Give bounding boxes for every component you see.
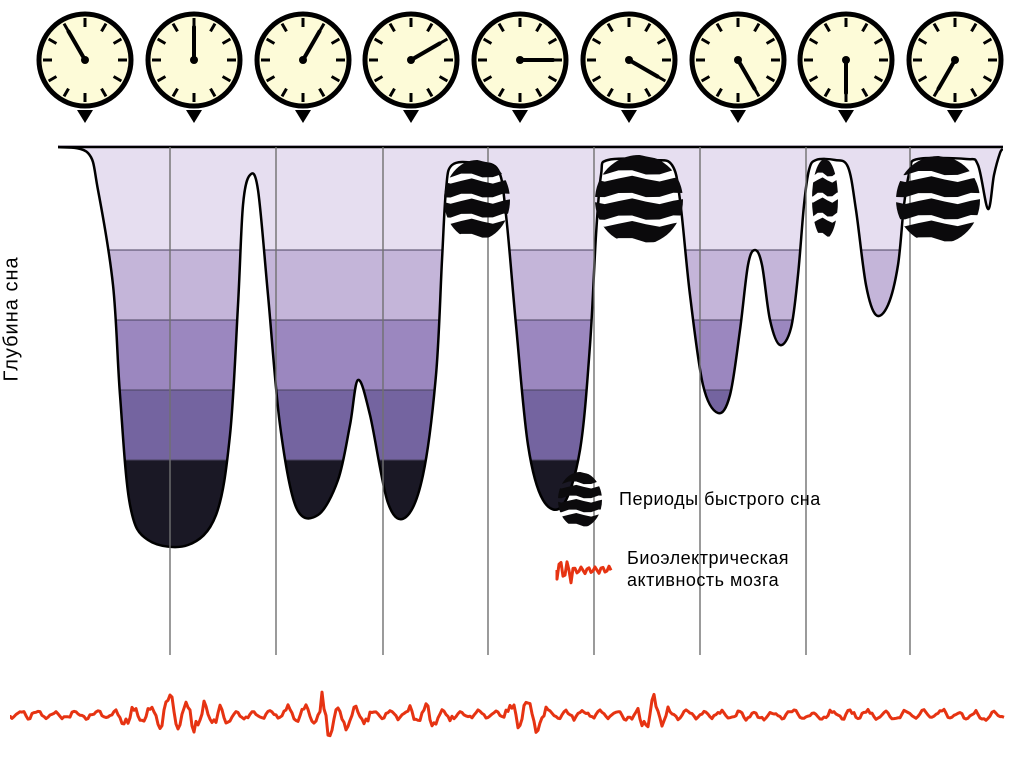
eeg-icon <box>555 550 613 590</box>
clock <box>253 10 353 126</box>
rem-icon <box>555 470 605 530</box>
clock <box>361 10 461 126</box>
legend: Периоды быстрого сна Биоэлектрическая ак… <box>555 470 821 609</box>
clock <box>579 10 679 126</box>
legend-eeg: Биоэлектрическая активность мозга <box>555 548 821 591</box>
clock-row <box>35 10 1005 130</box>
legend-rem-label: Периоды быстрого сна <box>619 489 821 511</box>
clock <box>35 10 135 126</box>
clock <box>144 10 244 126</box>
clock <box>470 10 570 126</box>
clock <box>688 10 788 126</box>
depth-chart <box>58 145 1003 655</box>
legend-eeg-label: Биоэлектрическая активность мозга <box>627 548 789 591</box>
sleep-diagram: Глубина сна Периоды быстрого сна Биоэлек… <box>0 0 1015 765</box>
legend-rem: Периоды быстрого сна <box>555 470 821 530</box>
y-axis-label: Глубина сна <box>1 256 24 381</box>
eeg-waveform <box>10 685 1005 745</box>
clock <box>905 10 1005 126</box>
clock <box>796 10 896 126</box>
